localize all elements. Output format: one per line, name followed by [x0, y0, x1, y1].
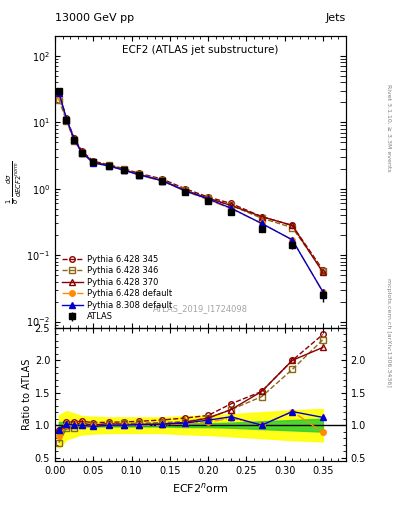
Pythia 8.308 default: [72, 136, 77, 142]
Pythia 6.428 345: [229, 200, 233, 206]
Pythia 6.428 default: [290, 237, 295, 243]
Pythia 6.428 345: [206, 194, 210, 200]
Pythia 8.308 default: [121, 167, 126, 173]
Pythia 6.428 345: [57, 90, 61, 96]
Pythia 6.428 345: [290, 222, 295, 228]
Pythia 6.428 default: [321, 289, 325, 295]
Pythia 6.428 370: [321, 269, 325, 275]
Pythia 8.308 default: [106, 163, 111, 169]
Pythia 6.428 370: [57, 90, 61, 96]
Text: ECF2 (ATLAS jet substructure): ECF2 (ATLAS jet substructure): [122, 45, 279, 55]
Pythia 6.428 345: [91, 158, 95, 164]
Pythia 6.428 346: [321, 268, 325, 274]
Text: Jets: Jets: [325, 13, 346, 23]
Pythia 6.428 346: [183, 187, 187, 193]
Pythia 6.428 346: [106, 162, 111, 168]
Pythia 6.428 default: [137, 172, 141, 178]
Pythia 6.428 370: [72, 136, 77, 142]
Pythia 6.428 default: [79, 150, 84, 156]
Pythia 6.428 346: [79, 150, 84, 156]
Pythia 6.428 370: [121, 167, 126, 173]
Pythia 8.308 default: [79, 150, 84, 156]
Pythia 6.428 370: [79, 148, 84, 155]
Pythia 8.308 default: [137, 172, 141, 178]
Pythia 6.428 345: [106, 162, 111, 168]
Pythia 8.308 default: [259, 220, 264, 226]
Text: mcplots.cern.ch [arXiv:1306.3436]: mcplots.cern.ch [arXiv:1306.3436]: [386, 279, 391, 387]
Pythia 6.428 default: [183, 188, 187, 194]
Text: ATLAS_2019_I1724098: ATLAS_2019_I1724098: [153, 305, 248, 313]
Pythia 8.308 default: [64, 116, 69, 122]
Line: Pythia 8.308 default: Pythia 8.308 default: [56, 90, 326, 294]
Pythia 6.428 345: [72, 135, 77, 141]
Pythia 6.428 370: [64, 116, 69, 122]
Pythia 6.428 370: [183, 187, 187, 194]
Pythia 6.428 346: [259, 215, 264, 221]
Pythia 6.428 345: [79, 148, 84, 154]
Pythia 6.428 370: [106, 162, 111, 168]
Pythia 6.428 345: [121, 165, 126, 172]
Pythia 6.428 346: [91, 159, 95, 165]
Pythia 6.428 345: [259, 214, 264, 220]
Pythia 6.428 default: [64, 116, 69, 122]
Text: 13000 GeV pp: 13000 GeV pp: [55, 13, 134, 23]
Pythia 6.428 345: [160, 176, 165, 182]
Y-axis label: $\frac{1}{\sigma}\,\frac{d\sigma}{dECF2^{norm}}$: $\frac{1}{\sigma}\,\frac{d\sigma}{dECF2^…: [5, 160, 24, 204]
Pythia 6.428 345: [137, 170, 141, 177]
Pythia 6.428 370: [206, 195, 210, 201]
Pythia 6.428 345: [321, 267, 325, 273]
Pythia 6.428 370: [290, 222, 295, 228]
Pythia 6.428 default: [206, 197, 210, 203]
Text: Rivet 3.1.10, ≥ 3.3M events: Rivet 3.1.10, ≥ 3.3M events: [386, 84, 391, 172]
Pythia 6.428 370: [259, 214, 264, 220]
Pythia 6.428 346: [206, 195, 210, 201]
Pythia 6.428 default: [57, 93, 61, 99]
Line: Pythia 6.428 345: Pythia 6.428 345: [56, 90, 326, 273]
X-axis label: ECF2$^n$orm: ECF2$^n$orm: [172, 481, 229, 495]
Pythia 6.428 346: [64, 118, 69, 124]
Pythia 6.428 default: [91, 160, 95, 166]
Pythia 6.428 346: [72, 138, 77, 144]
Pythia 8.308 default: [57, 90, 61, 96]
Pythia 6.428 370: [137, 172, 141, 178]
Pythia 8.308 default: [229, 205, 233, 211]
Pythia 6.428 default: [229, 206, 233, 212]
Pythia 6.428 default: [121, 167, 126, 173]
Pythia 8.308 default: [183, 188, 187, 194]
Y-axis label: Ratio to ATLAS: Ratio to ATLAS: [22, 359, 32, 430]
Line: Pythia 6.428 370: Pythia 6.428 370: [56, 90, 326, 275]
Pythia 6.428 default: [259, 220, 264, 226]
Pythia 8.308 default: [206, 196, 210, 202]
Pythia 8.308 default: [321, 289, 325, 295]
Pythia 6.428 default: [160, 178, 165, 184]
Line: Pythia 6.428 default: Pythia 6.428 default: [56, 93, 326, 294]
Line: Pythia 6.428 346: Pythia 6.428 346: [56, 97, 326, 273]
Pythia 6.428 default: [106, 163, 111, 169]
Pythia 6.428 370: [229, 202, 233, 208]
Pythia 6.428 346: [160, 177, 165, 183]
Pythia 6.428 345: [183, 186, 187, 192]
Pythia 6.428 346: [57, 96, 61, 102]
Pythia 6.428 346: [290, 224, 295, 230]
Pythia 8.308 default: [91, 160, 95, 166]
Pythia 6.428 346: [121, 166, 126, 173]
Pythia 6.428 346: [229, 202, 233, 208]
Pythia 6.428 370: [91, 159, 95, 165]
Pythia 6.428 345: [64, 115, 69, 121]
Pythia 6.428 default: [72, 136, 77, 142]
Pythia 8.308 default: [160, 178, 165, 184]
Pythia 6.428 346: [137, 171, 141, 177]
Legend: Pythia 6.428 345, Pythia 6.428 346, Pythia 6.428 370, Pythia 6.428 default, Pyth: Pythia 6.428 345, Pythia 6.428 346, Pyth…: [59, 252, 174, 324]
Pythia 6.428 370: [160, 178, 165, 184]
Pythia 8.308 default: [290, 237, 295, 243]
